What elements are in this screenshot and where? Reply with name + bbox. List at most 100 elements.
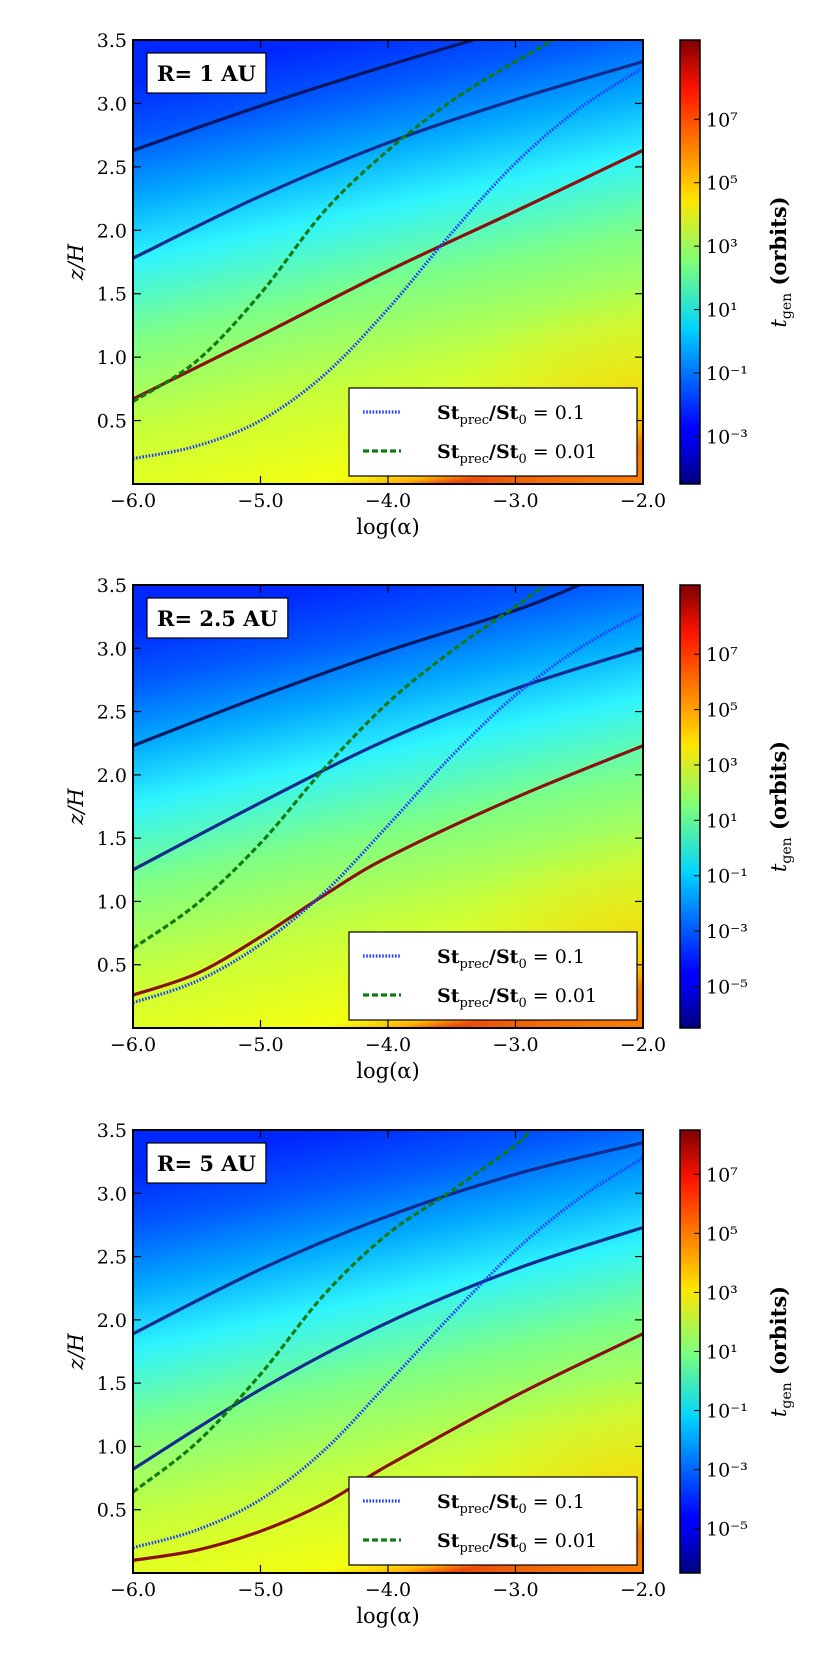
- y-tick-label: 3.0: [97, 93, 127, 115]
- radius-label-box: [146, 52, 267, 94]
- y-axis-label: z/H: [64, 243, 88, 281]
- x-tick-label: −2.0: [620, 1034, 666, 1056]
- colorbar: 10⁻⁵ 10⁻³ 10⁻¹ 10¹ 10³ 10⁵ 10⁷ tgen (orbits): [679, 584, 795, 1029]
- y-tick-label: 2.5: [97, 1247, 127, 1269]
- panel-3: −6.0 −5.0 −4.0 −3.0 −2.0 0.5 1.0 1.5 2.0 2.5 3.0 3.…: [64, 1120, 795, 1628]
- x-tick-label: −3.0: [492, 490, 538, 512]
- contour-line-3: [133, 1332, 643, 1562]
- y-tick-label: 2.0: [97, 1310, 127, 1332]
- y-tick-label: 3.0: [97, 1183, 127, 1205]
- x-tick-label: −3.0: [492, 1034, 538, 1056]
- y-tick-label: 0.5: [97, 411, 127, 433]
- x-tick-label: −2.0: [620, 1579, 666, 1601]
- x-tick-label: −4.0: [365, 1034, 411, 1056]
- y-axis-label: z/H: [64, 788, 88, 826]
- y-tick-label: 1.0: [97, 891, 127, 913]
- y-tick-label: 0.5: [97, 955, 127, 977]
- panel-2: −6.0 −5.0 −4.0 −3.0 −2.0 0.5 1.0 1.5 2.0 2.5 3.0 3.…: [64, 575, 795, 1083]
- y-tick-label: 2.0: [97, 220, 127, 242]
- radius-label-text: R= 2.5 AU: [157, 606, 278, 631]
- x-tick-label: −5.0: [237, 490, 283, 512]
- legend-label: Stprec/St0 = 0.01: [437, 1530, 597, 1556]
- colorbar-label: tgen (orbits): [766, 196, 795, 327]
- colorbar-tick-label: 10⁻¹: [706, 866, 748, 888]
- colorbar-gradient: [679, 584, 701, 1029]
- colorbar: 10⁻³ 10⁻¹ 10¹ 10³ 10⁵ 10⁷ tgen (orbits): [679, 39, 795, 485]
- y-tick-label: 2.5: [97, 157, 127, 179]
- legend-box: [348, 387, 638, 477]
- legend: Stprec/St0 = 0.1 Stprec/St0 = 0.01: [348, 931, 638, 1021]
- x-axis-label: log(α): [356, 515, 419, 539]
- colorbar-tick-label: 10⁷: [706, 644, 738, 666]
- colorbar-tick-label: 10⁻³: [706, 1460, 748, 1482]
- series-line-dashed: [133, 1130, 532, 1494]
- x-tick-label: −6.0: [110, 1579, 156, 1601]
- x-tick-label: −2.0: [620, 490, 666, 512]
- contour-line-1: [133, 1141, 643, 1336]
- colorbar-tick-label: 10⁻³: [706, 426, 748, 448]
- y-axis-label: z/H: [64, 1333, 88, 1371]
- colorbar-tick-label: 10⁷: [706, 109, 738, 131]
- series-line-dotted: [133, 611, 643, 1005]
- legend-label: Stprec/St0 = 0.01: [437, 441, 597, 467]
- colorbar-tick-label: 10¹: [706, 810, 738, 832]
- contour-line-2: [133, 1225, 643, 1471]
- colorbar-tick-label: 10¹: [706, 1342, 738, 1364]
- radius-label-box: [146, 597, 289, 639]
- colorbar-tick-label: 10⁻⁵: [706, 1519, 748, 1541]
- colorbar-tick-label: 10⁷: [706, 1164, 738, 1186]
- radius-label: R= 5 AU: [146, 1142, 267, 1184]
- contour-line-2: [133, 60, 643, 260]
- y-tick-label: 0.5: [97, 1500, 127, 1522]
- y-tick-label: 2.0: [97, 765, 127, 787]
- y-tick-label: 3.0: [97, 638, 127, 660]
- colorbar-gradient: [679, 39, 701, 485]
- y-tick-label: 3.5: [97, 575, 127, 597]
- y-tick-label: 1.5: [97, 1373, 127, 1395]
- legend-box: [348, 931, 638, 1021]
- series-line-dashed: [133, 585, 546, 950]
- colorbar-tick-label: 10³: [706, 236, 738, 258]
- x-tick-label: −4.0: [365, 1579, 411, 1601]
- y-tick-label: 1.0: [97, 1436, 127, 1458]
- contour-line-1: [133, 585, 580, 748]
- colorbar-tick-label: 10⁻⁵: [706, 976, 748, 998]
- colorbar-label: tgen (orbits): [766, 741, 795, 872]
- colorbar-tick-label: 10⁻³: [706, 921, 748, 943]
- legend: Stprec/St0 = 0.1 Stprec/St0 = 0.01: [348, 1476, 638, 1566]
- radius-label-text: R= 5 AU: [157, 1151, 256, 1176]
- plot-area: [133, 40, 643, 484]
- x-axis-label: log(α): [356, 1059, 419, 1083]
- colorbar-tick-label: 10⁵: [706, 173, 738, 195]
- colorbar-tick-label: 10⁵: [706, 1223, 738, 1245]
- legend-label: Stprec/St0 = 0.1: [437, 946, 585, 972]
- y-tick-label: 1.5: [97, 828, 127, 850]
- x-tick-label: −5.0: [237, 1579, 283, 1601]
- contour-line-3: [133, 744, 643, 997]
- legend-label: Stprec/St0 = 0.1: [437, 1491, 585, 1517]
- x-axis-label: log(α): [356, 1604, 419, 1628]
- x-tick-label: −4.0: [365, 490, 411, 512]
- contour-line-1: [133, 40, 474, 152]
- radius-label-box: [146, 1142, 267, 1184]
- x-tick-label: −5.0: [237, 1034, 283, 1056]
- colorbar-tick-label: 10¹: [706, 300, 738, 322]
- legend-box: [348, 1476, 638, 1566]
- panel-1: −6.0 −5.0 −4.0 −3.0 −2.0 0.5 1.0 1.5 2.0 2.5 3.0 3.…: [64, 30, 795, 539]
- colorbar-tick-label: 10⁻¹: [706, 1401, 748, 1423]
- y-tick-label: 1.0: [97, 347, 127, 369]
- contour-line-2: [133, 646, 643, 872]
- contour-line-3: [133, 148, 643, 401]
- x-tick-label: −6.0: [110, 1034, 156, 1056]
- legend: Stprec/St0 = 0.1 Stprec/St0 = 0.01: [348, 387, 638, 477]
- x-tick-label: −3.0: [492, 1579, 538, 1601]
- series-line-dotted: [133, 66, 643, 461]
- series-line-dashed: [133, 40, 555, 403]
- radius-label: R= 1 AU: [146, 52, 267, 94]
- y-tick-label: 1.5: [97, 284, 127, 306]
- colorbar-tick-label: 10⁻¹: [706, 363, 748, 385]
- x-tick-label: −6.0: [110, 490, 156, 512]
- colorbar-label: tgen (orbits): [766, 1286, 795, 1417]
- legend-label: Stprec/St0 = 0.1: [437, 402, 585, 428]
